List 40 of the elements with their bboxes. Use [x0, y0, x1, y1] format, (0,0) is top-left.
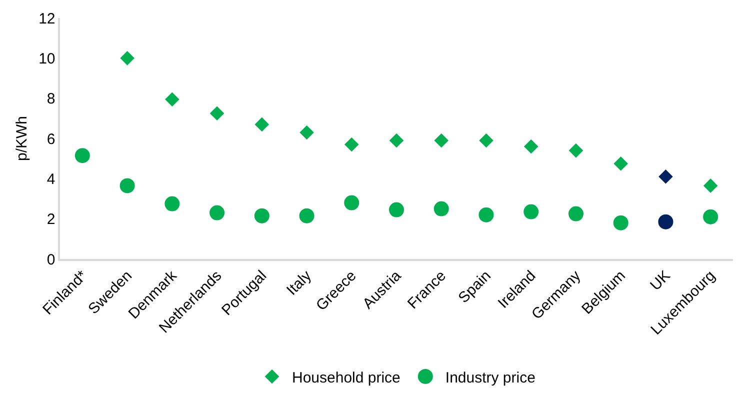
point	[210, 205, 225, 220]
point	[389, 202, 404, 218]
point	[254, 208, 270, 224]
point	[120, 51, 134, 66]
legend-label: Household price	[292, 369, 400, 386]
point	[524, 139, 538, 154]
point	[389, 133, 404, 148]
point	[254, 117, 270, 132]
x-tick-label: Italy	[283, 267, 316, 299]
point	[524, 204, 539, 220]
point	[568, 143, 584, 158]
point	[658, 170, 673, 184]
point	[478, 207, 494, 222]
y-tick-label: 0	[46, 251, 56, 268]
point	[299, 208, 314, 224]
point	[74, 148, 90, 164]
point	[210, 106, 224, 121]
point	[703, 209, 718, 224]
y-tick-label: 6	[46, 130, 56, 148]
point	[165, 92, 180, 106]
point	[568, 206, 584, 222]
point	[479, 133, 494, 148]
point	[658, 214, 674, 230]
y-tick-label: 12	[38, 10, 56, 28]
y-tick-label: 10	[38, 50, 56, 68]
point	[344, 137, 359, 152]
point	[613, 215, 628, 230]
y-tick-label: 2	[46, 211, 56, 228]
point	[434, 133, 449, 148]
y-tick-label: 8	[46, 90, 56, 108]
point	[344, 195, 360, 210]
point	[434, 201, 449, 216]
y-axis-title: p/KWh	[13, 116, 30, 162]
point	[703, 178, 718, 193]
y-tick-label: 4	[46, 170, 56, 188]
point	[120, 178, 135, 194]
point	[614, 156, 628, 171]
point	[300, 125, 314, 140]
legend-label: Industry price	[445, 369, 536, 386]
point	[164, 196, 180, 212]
